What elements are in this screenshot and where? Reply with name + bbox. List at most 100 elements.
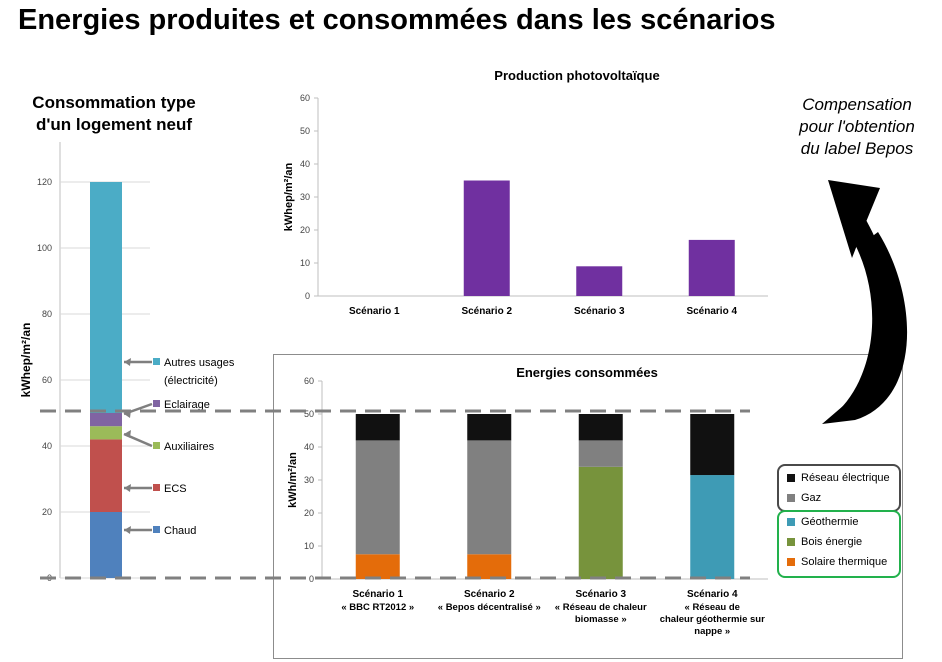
- left-annotation-arrowhead: [124, 484, 131, 492]
- typical-consumption-chart: 020406080100120kWhep/m²/anChaudECSAuxili…: [19, 142, 235, 583]
- cons-bar-s2-3: [467, 440, 512, 555]
- cons-x-tick-label: Scénario 2: [464, 589, 515, 600]
- legend-item-geothermie: Géothermie: [787, 516, 858, 528]
- legend-label-bois: Bois énergie: [801, 536, 863, 548]
- legend-swatch-geothermie: [787, 518, 795, 526]
- reference-lines: [40, 409, 750, 580]
- cons-bar-s4-2: [690, 475, 735, 579]
- legend-label-reseau: Réseau électrique: [801, 472, 890, 484]
- cons-x-tick-label: Scénario 4: [687, 589, 738, 600]
- left-bar-segment-4: [90, 182, 122, 413]
- cons-x-sublabel: « BBC RT2012 »: [341, 602, 414, 613]
- pv-x-tick-label: Scénario 4: [686, 306, 737, 317]
- left-annotation-arrowhead: [124, 430, 131, 438]
- pv-y-tick-label: 50: [300, 126, 310, 136]
- left-title-line2: d'un logement neuf: [35, 115, 193, 134]
- pv-x-tick-label: Scénario 3: [574, 306, 625, 317]
- legend-swatch-solaire: [787, 558, 795, 566]
- left-y-tick-label: 60: [42, 375, 52, 385]
- pv-y-tick-label: 0: [305, 291, 310, 301]
- cons-bar-s2-4: [467, 414, 512, 441]
- left-title-line1: Consommation type: [32, 93, 196, 112]
- energies-consumed-chart: Energies consommées 0 10 20 30 40 50 60 kWh/m²/a…: [287, 365, 768, 637]
- cons-y-tick-label: 50: [304, 409, 314, 419]
- cons-x-tick-label: Scénario 1: [352, 589, 403, 600]
- cons-x-sublabel: « Bepos décentralisé »: [438, 602, 541, 613]
- pv-y-tick-label: 20: [300, 225, 310, 235]
- legend-swatch-gaz: [787, 494, 795, 502]
- pv-x-tick-label: Scénario 2: [461, 306, 512, 317]
- pv-production-chart: Production photovoltaïque 0 10 20 30 40 50 60 kW…: [283, 68, 768, 317]
- pv-y-tick-label: 10: [300, 258, 310, 268]
- left-annotation-swatch-eclairage: [153, 400, 160, 407]
- left-annotation-swatch-auxiliaires: [153, 442, 160, 449]
- cons-x-sublabel: « Réseau de: [685, 602, 740, 613]
- cons-y-tick-label: 30: [304, 475, 314, 485]
- note-line1: Compensation: [802, 95, 912, 114]
- cons-chart-title: Energies consommées: [516, 365, 658, 380]
- left-y-tick-label: 120: [37, 177, 52, 187]
- cons-y-tick-label: 60: [304, 376, 314, 386]
- left-annotation-label-eclairage: Eclairage: [164, 399, 210, 411]
- pv-bar-3: [576, 266, 623, 296]
- legend-label-solaire: Solaire thermique: [801, 556, 888, 568]
- pv-y-tick-label: 60: [300, 93, 310, 103]
- legend-swatch-reseau: [787, 474, 795, 482]
- legend-item-gaz: Gaz: [787, 492, 821, 504]
- cons-y-axis-label: kWh/m²/an: [287, 452, 299, 508]
- legend-label-geothermie: Géothermie: [801, 516, 859, 528]
- left-annotation-swatch-autres-usages: [153, 358, 160, 365]
- legend-label-gaz: Gaz: [801, 492, 822, 504]
- left-bar-segment-3: [90, 413, 122, 427]
- left-annotation-arrowhead: [124, 358, 131, 366]
- pv-y-axis-label: kWhep/m²/an: [283, 162, 295, 231]
- cons-x-sublabel: « Réseau de chaleur: [555, 602, 647, 613]
- left-y-axis-label: kWhep/m²/an: [19, 323, 33, 398]
- left-bar-segment-0: [90, 512, 122, 578]
- cons-bar-s1-4: [355, 414, 400, 441]
- cons-bar-s3-4: [578, 414, 623, 441]
- left-y-tick-label: 20: [42, 507, 52, 517]
- pv-bar-2: [463, 180, 510, 296]
- left-y-tick-label: 40: [42, 441, 52, 451]
- compensation-note: Compensation pour l'obtention du label B…: [772, 94, 942, 160]
- cons-bar-s1-3: [355, 440, 400, 555]
- left-annotation-label-autres-usages: Autres usages: [164, 357, 235, 369]
- left-annotation-label-auxiliaires: Auxiliaires: [164, 441, 215, 453]
- cons-x-sublabel: biomasse »: [575, 614, 627, 625]
- left-annotation-swatch-ecs: [153, 484, 160, 491]
- legend-group-renewables: Géothermie Bois énergie Solaire thermiqu…: [777, 510, 901, 578]
- cons-x-sublabel: chaleur géothermie sur: [660, 614, 765, 625]
- cons-y-tick-label: 0: [309, 574, 314, 584]
- cons-y-tick-label: 40: [304, 442, 314, 452]
- left-bar-segment-1: [90, 439, 122, 512]
- left-bar-segment-2: [90, 426, 122, 440]
- curved-arrow-icon: [822, 180, 908, 424]
- legend-item-reseau: Réseau électrique: [787, 472, 890, 484]
- legend-item-solaire: Solaire thermique: [787, 556, 887, 568]
- legend-swatch-bois: [787, 538, 795, 546]
- pv-bar-4: [688, 239, 735, 296]
- pv-y-tick-label: 40: [300, 159, 310, 169]
- cons-y-tick-label: 20: [304, 508, 314, 518]
- cons-x-tick-label: Scénario 3: [575, 589, 626, 600]
- pv-y-tick-label: 30: [300, 192, 310, 202]
- note-line3: du label Bepos: [800, 139, 914, 158]
- left-y-tick-label: 100: [37, 243, 52, 253]
- legend-item-bois: Bois énergie: [787, 536, 862, 548]
- left-panel-title: Consommation type d'un logement neuf: [8, 92, 220, 136]
- pv-x-tick-label: Scénario 1: [349, 306, 400, 317]
- cons-bar-s3-1: [578, 466, 623, 579]
- left-annotation-arrowhead: [124, 526, 131, 534]
- left-annotation-swatch-chaud: [153, 526, 160, 533]
- left-annotation-label-ecs: ECS: [164, 483, 187, 495]
- cons-bar-s4-4: [690, 414, 735, 476]
- left-annotation-label-autres-usages-2: (électricité): [164, 375, 218, 387]
- page-title: Energies produites et consommées dans le…: [18, 4, 776, 36]
- left-annotation-label-chaud: Chaud: [164, 525, 196, 537]
- left-y-tick-label: 80: [42, 309, 52, 319]
- legend-group-energy-carriers: Réseau électrique Gaz: [777, 464, 901, 512]
- cons-bar-s3-3: [578, 440, 623, 467]
- cons-bar-s1-0: [355, 554, 400, 579]
